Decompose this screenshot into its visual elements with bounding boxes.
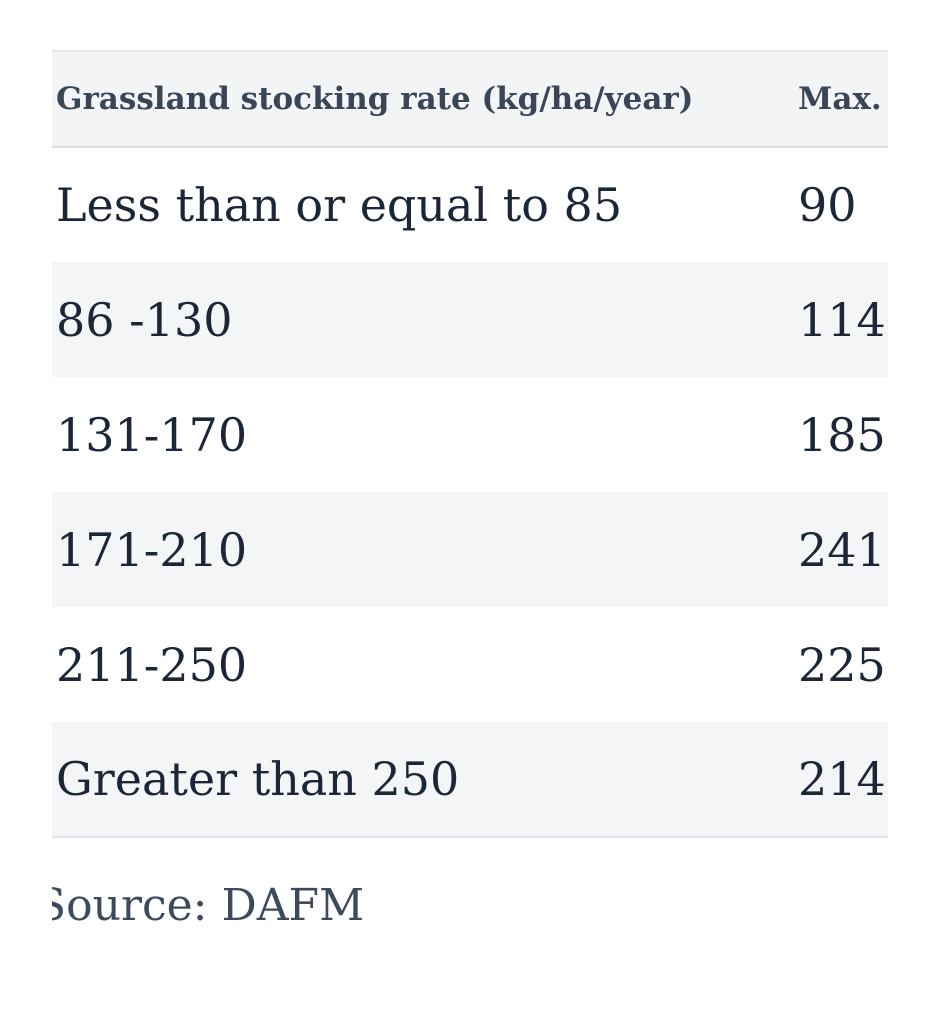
cell-max: 241 [798,522,886,577]
source-caption-container: Source: DAFM [52,880,888,940]
table-row: Less than or equal to 85 90 [52,147,888,262]
header-stocking-rate: Grassland stocking rate (kg/ha/year) [56,81,694,117]
cell-max: 225 [798,637,886,692]
table-row: 131-170 185 [52,377,888,492]
cell-stocking-rate: 211-250 [56,637,248,692]
cell-max: 185 [798,407,886,462]
table-row: Greater than 250 214 [52,722,888,837]
source-caption: Source: DAFM [52,880,365,931]
cell-max: 90 [798,178,857,232]
cell-stocking-rate: 131-170 [56,407,248,462]
table-header-row: Grassland stocking rate (kg/ha/year) Max… [52,51,888,147]
table-row: 86 -130 114 [52,262,888,377]
table-row: 171-210 241 [52,492,888,607]
data-table-container: Grassland stocking rate (kg/ha/year) Max… [52,50,888,838]
cell-stocking-rate: 86 -130 [56,292,233,347]
table-row: 211-250 225 [52,607,888,722]
cell-max: 214 [798,752,886,806]
header-max: Max. [798,81,882,117]
stocking-rate-table: Grassland stocking rate (kg/ha/year) Max… [52,50,888,838]
cell-max: 114 [798,292,886,347]
cell-stocking-rate: Less than or equal to 85 [56,178,623,232]
cell-stocking-rate: 171-210 [56,522,248,577]
cell-stocking-rate: Greater than 250 [56,752,460,806]
